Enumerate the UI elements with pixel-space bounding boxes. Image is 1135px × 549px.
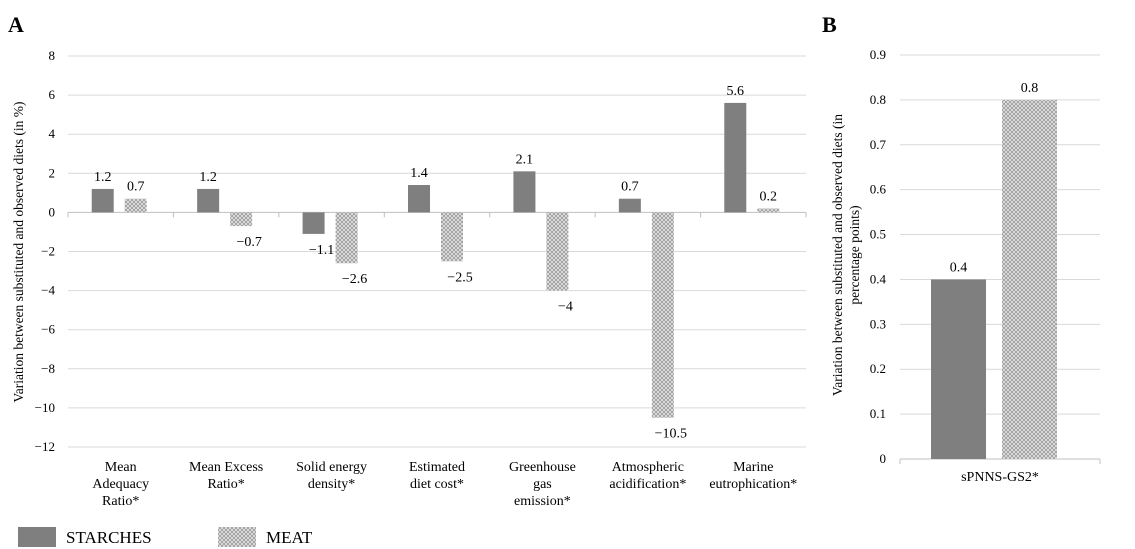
data-label-meat: −10.5 — [655, 427, 687, 442]
panel-b-chart: B 0.9 0.8 0.7 0.6 0.5 0.4 0.3 0.2 0.1 0 0.4 0.8 sP… — [822, 12, 1100, 485]
bar-starches — [303, 212, 325, 234]
legend: STARCHES MEAT — [18, 527, 313, 547]
panel-a-y-tick-label: 2 — [49, 165, 56, 180]
panel-a-y-tick-label: −4 — [41, 283, 55, 298]
panel-a-y-tick-label: 6 — [49, 87, 56, 102]
panel-a-category-label: Mean Excess — [189, 460, 263, 475]
data-label-meat: 0.8 — [1021, 81, 1039, 96]
bar-meat — [336, 212, 358, 263]
panel-b-y-tick-label: 0.9 — [870, 47, 886, 62]
panel-a-y-tick-label: 8 — [49, 48, 56, 63]
data-label-meat: −2.5 — [447, 270, 472, 285]
bar-starches — [197, 189, 219, 212]
bar-starches — [931, 279, 986, 459]
panel-a-category-label: Atmospheric — [612, 460, 684, 475]
bar-meat — [652, 212, 674, 417]
data-label-meat: 0.7 — [127, 180, 145, 195]
data-label-meat: 0.2 — [760, 189, 778, 204]
data-label-starches: 5.6 — [727, 84, 745, 99]
panel-a-category-label: Estimated — [409, 460, 465, 475]
panel-b-y-ticks: 0.9 0.8 0.7 0.6 0.5 0.4 0.3 0.2 0.1 0 — [870, 47, 887, 466]
panel-a-category-label: Greenhouse — [509, 460, 576, 475]
panel-a-y-tick-label: 4 — [49, 126, 56, 141]
panel-a-y-tick-label: 0 — [49, 204, 56, 219]
data-label-starches: 0.7 — [621, 180, 639, 195]
panel-b-y-tick-label: 0.2 — [870, 361, 886, 376]
panel-a-category-labels: Mean Adequacy Ratio* Mean Excess Ratio* Solid… — [92, 460, 797, 509]
data-label-starches: 1.2 — [94, 170, 112, 185]
panel-b-y-axis-label: Variation between substituted and observ… — [830, 114, 862, 396]
data-label-starches: 0.4 — [950, 260, 968, 275]
panel-a-category-label: diet cost* — [410, 477, 464, 492]
bar-meat — [757, 208, 779, 212]
panel-a-category-label: Ratio* — [102, 494, 139, 509]
bar-meat — [125, 199, 147, 213]
panel-a-category-label: density* — [308, 477, 355, 492]
data-label-meat: −2.6 — [342, 272, 367, 287]
panel-a-category-label: Mean — [105, 460, 137, 475]
panel-b-y-tick-label: 0.7 — [870, 137, 887, 152]
bar-starches — [513, 171, 535, 212]
panel-b-y-tick-label: 0.1 — [870, 406, 886, 421]
panel-b-category-label: sPNNS-GS2* — [961, 470, 1039, 485]
panel-a-y-tick-label: −2 — [41, 244, 55, 259]
panel-a-category-label: eutrophication* — [709, 477, 797, 492]
data-label-starches: 1.4 — [410, 166, 428, 181]
panel-b-y-tick-label: 0.3 — [870, 316, 886, 331]
panel-b-category-labels: sPNNS-GS2* — [961, 470, 1039, 485]
panel-a-gridlines — [68, 56, 806, 447]
panel-b-y-tick-label: 0.8 — [870, 92, 886, 107]
data-label-meat: −0.7 — [236, 235, 261, 250]
bar-meat — [546, 212, 568, 290]
bar-starches — [619, 199, 641, 213]
bar-starches — [92, 189, 114, 212]
panel-b-y-tick-label: 0.6 — [870, 182, 887, 197]
bar-starches — [408, 185, 430, 212]
panel-b-y-tick-label: 0.5 — [870, 227, 886, 242]
bar-meat — [441, 212, 463, 261]
panel-b-y-tick-label: 0.4 — [870, 271, 887, 286]
bar-meat — [1002, 100, 1057, 459]
panel-a-y-tick-label: −6 — [41, 322, 55, 337]
data-label-starches: 2.1 — [516, 152, 534, 167]
panel-a-category-label: Adequacy — [92, 477, 149, 492]
data-label-meat: −4 — [558, 300, 573, 315]
legend-swatch-starches — [18, 527, 56, 547]
panel-a-y-tick-label: −10 — [35, 400, 55, 415]
panel-a-y-tick-label: −8 — [41, 361, 55, 376]
panel-a-category-label: Marine — [733, 460, 773, 475]
panel-a-category-label: gas — [533, 477, 552, 492]
panel-a-category-label: acidification* — [609, 477, 686, 492]
panel-b-gridlines — [900, 55, 1100, 464]
panel-b-y-tick-label: 0 — [880, 451, 887, 466]
data-label-starches: −1.1 — [309, 243, 334, 258]
panel-a-category-label: emission* — [514, 494, 571, 509]
legend-label-meat: MEAT — [266, 528, 313, 547]
legend-swatch-meat — [218, 527, 256, 547]
panel-b-letter: B — [822, 12, 837, 37]
panel-a-bars — [92, 103, 780, 418]
bar-meat — [230, 212, 252, 226]
bar-starches — [724, 103, 746, 212]
panel-a-y-ticks: 8 6 4 2 0 −2 −4 −6 −8 −10 −12 — [35, 48, 56, 454]
panel-a-category-label: Solid energy — [296, 460, 367, 475]
panel-a-y-tick-label: −12 — [35, 439, 55, 454]
data-label-starches: 1.2 — [199, 170, 217, 185]
panel-a-category-label: Ratio* — [207, 477, 244, 492]
panel-a-y-axis-label: Variation between substituted and observ… — [11, 101, 26, 402]
legend-label-starches: STARCHES — [66, 528, 152, 547]
panel-a-letter: A — [8, 12, 24, 37]
panel-a-data-labels: 1.2 0.7 1.2 −0.7 −1.1 −2.6 1.4 −2.5 2.1 −4 0.7 −10.… — [94, 84, 777, 442]
